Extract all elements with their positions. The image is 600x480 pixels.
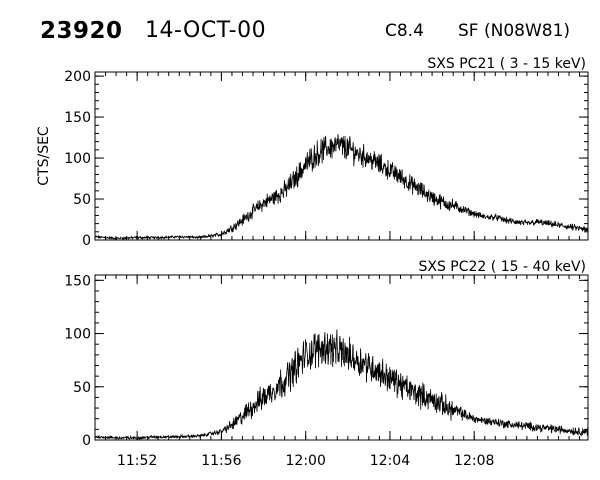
y-tick-label: 50 (73, 380, 91, 396)
x-tick-label: 12:08 (454, 453, 494, 469)
plot-frame (94, 71, 589, 241)
x-tick-label: 12:00 (286, 453, 326, 469)
y-axis-label: CTS/SEC (36, 126, 52, 186)
plot-frame (94, 274, 589, 441)
pc21-panel: 0 50 100 150 200 SXS PC21 ( 3 - 15 keV) CTS/SE… (36, 56, 589, 249)
y-tick-label: 100 (64, 151, 91, 167)
y-tick-label: 100 (64, 327, 91, 343)
y-tick-label: 0 (82, 233, 91, 249)
y-tick-label: 50 (73, 192, 91, 208)
series-line (94, 134, 589, 241)
flare-class: C8.4 (385, 21, 424, 41)
panel-title: SXS PC21 ( 3 - 15 keV) (427, 56, 586, 72)
panel-title: SXS PC22 ( 15 - 40 keV) (418, 259, 586, 275)
flare-location: SF (N08W81) (458, 21, 571, 41)
y-tick-label: 150 (64, 110, 91, 126)
y-tick-label: 0 (82, 433, 91, 449)
series-line (94, 329, 589, 441)
y-tick-label: 200 (64, 69, 91, 85)
event-id: 23920 (40, 18, 123, 44)
x-tick-label: 12:04 (370, 453, 410, 469)
x-tick-label: 11:56 (201, 453, 241, 469)
pc22-panel: 0 50 100 150 11:52 11:56 12:00 12:04 12:08 SXS PC… (64, 259, 589, 469)
y-tick-label: 150 (64, 273, 91, 289)
event-date: 14-OCT-00 (145, 18, 267, 43)
x-tick-label: 11:52 (117, 453, 157, 469)
